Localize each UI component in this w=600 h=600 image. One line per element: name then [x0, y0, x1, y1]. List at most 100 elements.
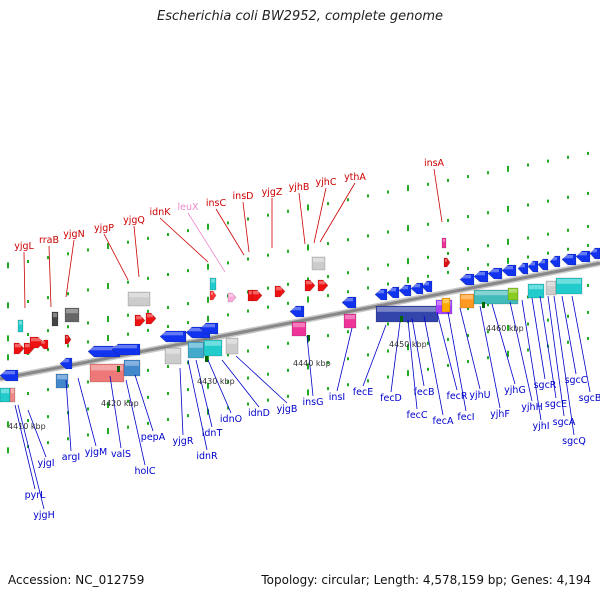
gene-label-yjgB: yjgB	[277, 404, 298, 415]
ruler-dot	[47, 415, 49, 419]
feature-shine	[166, 349, 180, 354]
gene-label-fecI: fecI	[457, 412, 474, 423]
leader-sgcA	[547, 295, 565, 417]
ruler-dot	[487, 171, 489, 175]
feature-shine	[461, 295, 473, 300]
reverse-gene	[517, 262, 529, 275]
ruler-dot	[67, 292, 69, 296]
leader-yjgB	[235, 355, 288, 404]
ruler-dot	[307, 363, 309, 370]
feature-shine	[211, 292, 213, 295]
reverse-gene	[199, 322, 219, 335]
ruler-dot	[527, 236, 529, 240]
reverse-gene	[527, 260, 539, 273]
gene-label-yjgI: yjgI	[37, 458, 54, 469]
gene-label-ythA: ythA	[344, 172, 366, 183]
feature-shine	[591, 249, 597, 253]
feature-shine	[66, 309, 78, 314]
ruler-dot	[507, 205, 509, 212]
feature-shine	[25, 344, 31, 348]
gene-label-idnO: idnO	[220, 414, 242, 425]
feature-shape	[473, 270, 489, 283]
ruler-dot	[167, 305, 169, 309]
gene-label-sgcC: sgcC	[565, 375, 588, 386]
leader-idnD	[221, 359, 260, 408]
feature-shine	[443, 239, 445, 242]
feature-shine	[509, 289, 517, 293]
ruler-dot	[127, 399, 129, 403]
forward-gene	[304, 279, 316, 292]
ruler-dot	[147, 236, 149, 240]
trna-gene	[227, 292, 237, 303]
ruler-dot	[427, 274, 429, 278]
feature-shape	[343, 313, 357, 329]
tick-marker	[117, 366, 120, 372]
ruler-dot	[87, 380, 89, 384]
leader-yjhC	[313, 187, 327, 244]
feature-shine	[57, 375, 67, 380]
ruler-dot	[407, 185, 409, 192]
ruler-dot	[267, 305, 269, 309]
ruler-dot	[187, 302, 189, 306]
ruler-dot	[27, 418, 29, 422]
feature-shape	[251, 289, 263, 302]
feature-shape	[410, 282, 424, 295]
ruler-dot	[267, 345, 269, 349]
ruler-dot	[547, 232, 549, 236]
ruler-dot	[407, 258, 409, 265]
feature-shape	[123, 359, 141, 377]
gene-label-yjhB: yjhB	[289, 182, 310, 193]
feature-shape	[145, 312, 157, 325]
feature-shine	[31, 338, 41, 342]
feature-shape	[209, 290, 217, 301]
ruler-dot	[327, 202, 329, 206]
ruler-dot	[347, 271, 349, 275]
feature-shine	[201, 324, 215, 328]
reverse-gene	[561, 253, 577, 266]
ruler-dot	[267, 253, 269, 257]
ruler-dot	[167, 324, 169, 328]
ruler-dot	[227, 261, 229, 265]
ruler-dot	[487, 211, 489, 215]
feature-shine	[445, 259, 447, 262]
ruler-dot	[367, 194, 369, 198]
ruler-dot	[67, 325, 69, 329]
ruler-dot	[67, 344, 69, 348]
ruler-dot	[487, 356, 489, 360]
ruler-dot	[447, 218, 449, 222]
leader-sgcE	[539, 295, 557, 399]
gene-label-fecR: fecR	[446, 391, 467, 402]
ruler-dot	[567, 155, 569, 159]
feature-shine	[519, 264, 525, 268]
feature-shape	[9, 387, 16, 403]
operon-block	[375, 305, 439, 323]
feature-shine	[319, 281, 325, 285]
ruler-dot	[287, 249, 289, 253]
gene-label-idnT: idnT	[202, 428, 223, 439]
ruler-dot	[287, 341, 289, 345]
feature-shape	[589, 247, 600, 260]
ruler-dot	[187, 229, 189, 233]
ruler-dot	[327, 242, 329, 246]
feature-shape	[386, 286, 400, 299]
ruler-dot	[527, 203, 529, 207]
gene-label-idnD: idnD	[248, 408, 270, 419]
gene-label-idnR: idnR	[196, 451, 218, 462]
feature-shine	[563, 255, 573, 259]
ruler-dot	[67, 252, 69, 256]
ruler-dot	[147, 328, 149, 332]
feature-shine	[475, 291, 517, 296]
ruler-dot	[347, 198, 349, 202]
kbp-4430-label: 4430 kbp	[197, 377, 235, 386]
feature-shape	[561, 253, 577, 266]
ruler-dot	[527, 163, 529, 167]
feature-shape	[341, 296, 357, 309]
feature-shape	[55, 373, 69, 389]
forward-gene	[251, 289, 263, 302]
ruler-dot	[387, 282, 389, 286]
ruler-dot	[327, 275, 329, 279]
leader-yjgH	[17, 404, 45, 510]
gene-label-sgcE: sgcE	[545, 399, 567, 410]
